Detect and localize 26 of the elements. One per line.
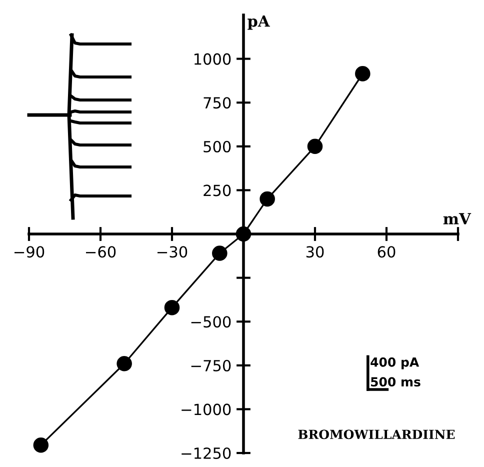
x-axis-title: mV — [443, 213, 472, 224]
y-tick-label: −1000 — [182, 404, 231, 416]
x-tick-label: −90 — [14, 246, 44, 258]
point — [164, 300, 180, 316]
x-tick-label: 30 — [306, 246, 324, 258]
x-tick-label: −30 — [157, 246, 188, 258]
point — [116, 356, 132, 372]
point — [355, 66, 370, 82]
annotation: 400 pA — [370, 357, 420, 370]
y-axis-title: pA — [248, 15, 270, 30]
x-tick-label: 60 — [378, 246, 396, 258]
point — [33, 437, 49, 453]
y-tick-label: −750 — [191, 360, 231, 372]
y-tick-label: −500 — [191, 316, 231, 328]
annotation: 500 ms — [371, 377, 420, 387]
annotation: BROMOWILLARDIINE — [298, 430, 455, 440]
y-tick-label: 500 — [204, 140, 231, 152]
point — [236, 226, 252, 242]
y-tick-label: 250 — [204, 184, 231, 196]
y-tick-label: 1000 — [194, 53, 231, 65]
x-tick-label: −60 — [86, 246, 116, 258]
y-tick-label: 750 — [204, 97, 231, 109]
y-tick-label: −1250 — [182, 447, 231, 460]
point — [307, 138, 323, 154]
point — [212, 246, 228, 261]
point — [260, 191, 275, 207]
